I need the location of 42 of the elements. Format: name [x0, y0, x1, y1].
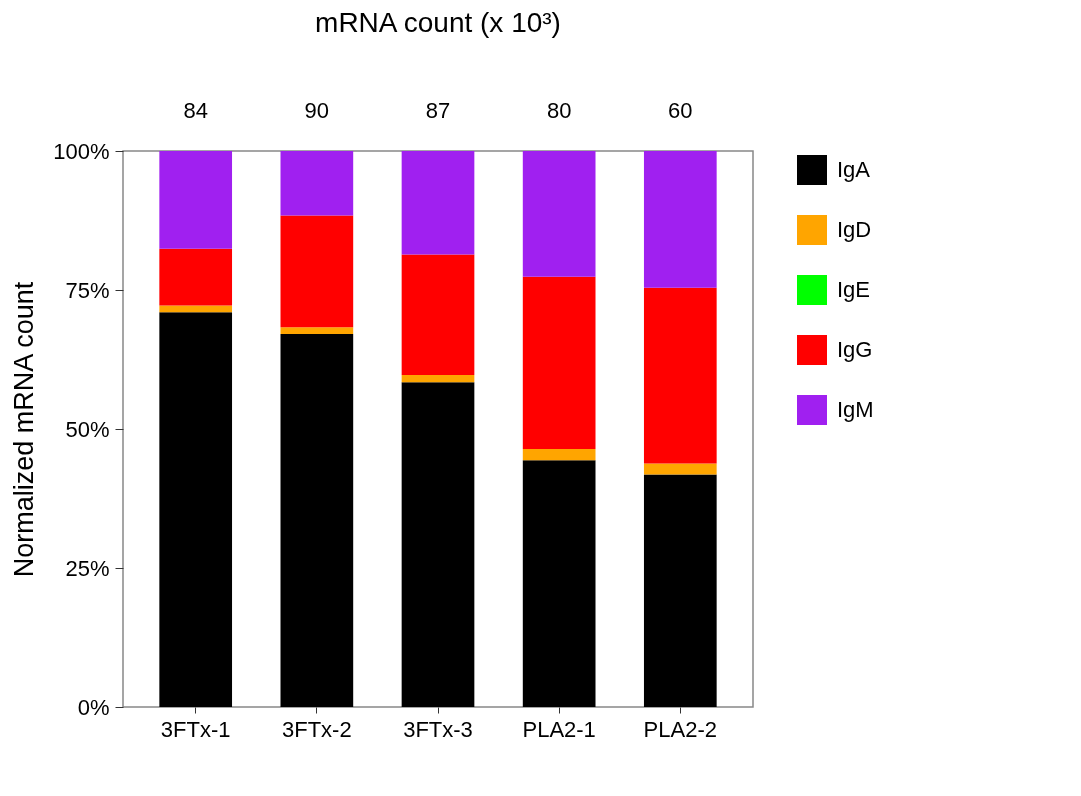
bar [643, 287, 717, 464]
legend-label: IgA [837, 157, 871, 182]
bar [643, 151, 717, 288]
legend-label: IgG [837, 337, 873, 362]
bar [280, 151, 354, 216]
bar [522, 151, 596, 277]
bar [280, 215, 354, 328]
y-tick-label: 100% [53, 138, 110, 164]
x-tick-label: PLA2-1 [522, 716, 596, 742]
bar [643, 474, 717, 707]
bar [159, 151, 233, 249]
bar [159, 248, 233, 306]
text: 60 [668, 98, 693, 123]
x-tick-label: PLA2-2 [643, 716, 717, 742]
chart-title: mRNA count (x 10³) [315, 7, 561, 38]
text: 87 [425, 98, 451, 123]
bar [280, 327, 354, 334]
y-tick-label: 50% [65, 416, 110, 442]
x-tick-label: 3FTx-2 [282, 716, 352, 742]
text: 84 [183, 98, 208, 123]
bar [401, 254, 475, 376]
legend-label: IgE [837, 277, 871, 302]
bar [522, 460, 596, 707]
bar [280, 333, 354, 707]
bar [401, 375, 475, 383]
bar [401, 151, 475, 255]
y-tick-label: 75% [65, 277, 110, 303]
x-tick-label: 3FTx-1 [160, 716, 231, 742]
y-tick-label: 25% [65, 555, 110, 581]
bar [522, 276, 596, 450]
bar [522, 449, 596, 461]
x-tick-label: 3FTx-3 [403, 716, 473, 742]
bar [643, 463, 717, 475]
text: 90 [304, 98, 330, 123]
y-tick-label: 0% [77, 694, 110, 720]
text: 80 [546, 98, 572, 123]
legend-label: IgM [837, 397, 874, 422]
bar [401, 382, 475, 707]
y-axis-title: Normalized mRNA count [9, 281, 40, 578]
bar [159, 312, 233, 707]
bar [159, 305, 233, 313]
legend-label: IgD [837, 217, 872, 242]
